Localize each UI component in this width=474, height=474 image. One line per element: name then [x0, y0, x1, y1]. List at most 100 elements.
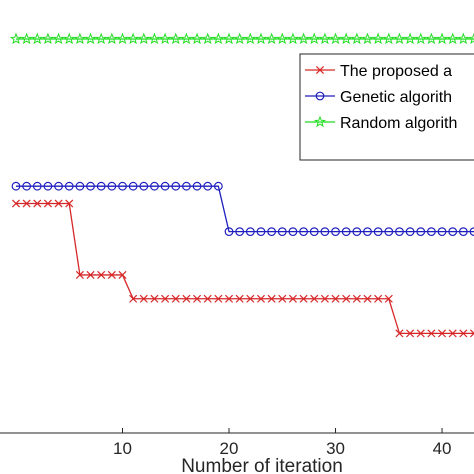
data-point — [340, 32, 353, 45]
data-point — [309, 227, 319, 237]
data-point — [52, 32, 65, 45]
data-point — [267, 227, 277, 237]
data-point — [75, 270, 84, 279]
data-point — [299, 227, 308, 237]
data-point — [41, 32, 55, 45]
data-point — [150, 181, 159, 191]
data-point — [235, 227, 245, 237]
data-point — [86, 270, 95, 279]
data-point — [403, 32, 417, 45]
legend: The proposed a Genetic algorith Random alg… — [299, 53, 474, 161]
legend-entry-3: Random algorith — [305, 115, 457, 132]
x-axis-label: Number of iteration — [181, 456, 343, 474]
data-point — [254, 32, 268, 45]
series-line-1 — [15, 202, 474, 335]
data-point — [43, 199, 52, 208]
data-point — [193, 294, 202, 303]
legend-marker — [315, 91, 325, 101]
data-point — [363, 227, 372, 237]
data-point — [308, 32, 321, 45]
data-point — [310, 294, 319, 303]
data-point — [192, 181, 202, 191]
legend-entry-2: Genetic algorith — [305, 89, 452, 106]
data-point — [382, 32, 395, 45]
data-point — [363, 294, 372, 303]
data-point — [22, 199, 31, 208]
data-point — [160, 181, 170, 191]
data-point — [448, 329, 457, 338]
legend-label: Random algorith — [340, 115, 457, 132]
data-point — [107, 181, 117, 191]
data-point — [288, 294, 297, 303]
data-point — [203, 294, 212, 303]
data-point — [331, 227, 340, 237]
data-point — [161, 294, 170, 303]
data-point — [235, 294, 244, 303]
data-point — [288, 227, 298, 237]
data-point — [11, 181, 21, 191]
data-point — [150, 294, 159, 303]
data-point — [341, 227, 351, 237]
data-point — [84, 32, 97, 45]
data-point — [95, 32, 108, 45]
data-point — [267, 294, 276, 303]
series-2 — [11, 181, 474, 237]
x-tick-label: 40 — [433, 439, 452, 458]
data-point — [374, 294, 383, 303]
data-point — [148, 32, 161, 45]
data-point — [64, 181, 74, 191]
data-point — [213, 181, 223, 191]
data-point — [329, 32, 342, 45]
data-point — [73, 32, 86, 45]
data-point — [414, 32, 427, 45]
ticks-layer: 10 20 30 40 — [113, 428, 452, 458]
series-line-2 — [15, 185, 474, 233]
legend-marker — [313, 115, 327, 128]
data-point — [459, 329, 468, 338]
data-point — [224, 227, 234, 237]
legend-marker — [315, 65, 325, 75]
legend-label: Genetic algorith — [340, 89, 452, 106]
legend-box — [299, 53, 474, 161]
data-point — [180, 32, 193, 45]
data-point — [182, 181, 191, 191]
data-point — [320, 227, 330, 237]
legend-label: The proposed a — [340, 63, 452, 80]
data-point — [182, 294, 191, 303]
data-point — [265, 32, 278, 45]
data-point — [96, 181, 106, 191]
data-point — [233, 32, 246, 45]
data-point — [467, 32, 474, 45]
data-point — [20, 32, 33, 45]
data-point — [395, 329, 404, 338]
data-point — [458, 227, 468, 237]
data-point — [469, 329, 474, 338]
data-point — [139, 181, 149, 191]
data-point — [33, 199, 42, 208]
data-point — [384, 294, 393, 303]
series-3 — [9, 32, 474, 45]
data-point — [203, 181, 213, 191]
data-point — [277, 227, 287, 237]
series-1 — [11, 199, 474, 338]
data-point — [276, 32, 289, 45]
series-layer — [9, 32, 474, 338]
data-point — [331, 294, 340, 303]
data-point — [373, 227, 383, 237]
data-point — [190, 32, 204, 45]
data-point — [448, 227, 458, 237]
data-point — [158, 32, 172, 45]
data-point — [384, 227, 394, 237]
data-point — [299, 294, 308, 303]
data-point — [54, 199, 63, 208]
data-point — [65, 199, 74, 208]
data-point — [278, 294, 287, 303]
legend-entry-1: The proposed a — [305, 63, 452, 80]
data-point — [256, 227, 266, 237]
data-point — [426, 227, 436, 237]
data-point — [22, 181, 32, 191]
data-point — [395, 227, 404, 237]
data-point — [97, 270, 106, 279]
data-point — [425, 32, 438, 45]
